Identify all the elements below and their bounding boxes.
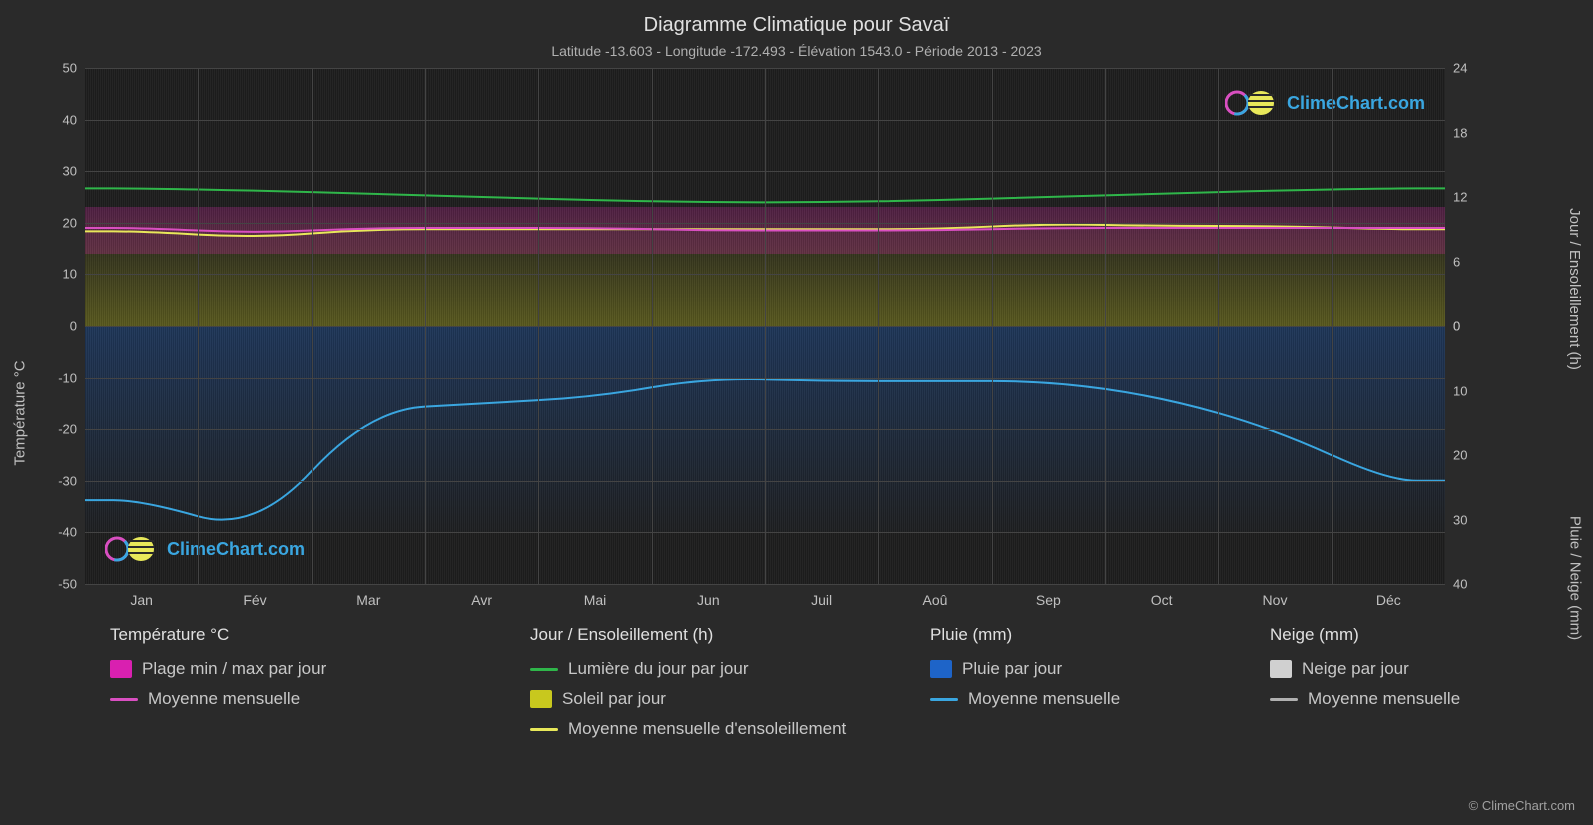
chart-title: Diagramme Climatique pour Savaï (0, 0, 1593, 37)
grid-line-vertical (1332, 68, 1333, 584)
legend-label: Moyenne mensuelle (968, 689, 1120, 709)
grid-line-vertical (652, 68, 653, 584)
y-tick-left: 40 (63, 112, 85, 127)
x-tick-month: Mai (584, 584, 607, 608)
brand-name: ClimeChart.com (1287, 93, 1425, 114)
x-tick-month: Nov (1263, 584, 1288, 608)
axis-label-right-bottom: Pluie / Neige (mm) (1567, 515, 1584, 639)
y-tick-left: 0 (70, 319, 85, 334)
x-tick-month: Mar (356, 584, 380, 608)
legend-item: Plage min / max par jour (110, 659, 470, 679)
legend-col-snow: Neige (mm) Neige par jour Moyenne mensuell… (1270, 625, 1530, 739)
x-tick-month: Juil (811, 584, 832, 608)
copyright: © ClimeChart.com (1469, 798, 1575, 813)
axis-label-left: Température °C (12, 360, 29, 465)
brand-logo-bottom: ClimeChart.com (105, 534, 305, 564)
x-tick-month: Jun (697, 584, 720, 608)
swatch-line-icon (930, 698, 958, 701)
y-tick-right-hours: 24 (1445, 61, 1467, 76)
brand-name: ClimeChart.com (167, 539, 305, 560)
y-tick-left: -20 (58, 422, 85, 437)
grid-line-vertical (1218, 68, 1219, 584)
legend-label: Pluie par jour (962, 659, 1062, 679)
legend-item: Soleil par jour (530, 689, 870, 709)
legend-item: Neige par jour (1270, 659, 1530, 679)
x-tick-month: Aoû (923, 584, 948, 608)
grid-line-vertical (878, 68, 879, 584)
y-tick-right-mm: 30 (1445, 512, 1467, 527)
grid-line-vertical (765, 68, 766, 584)
chart-plot-area: ClimeChart.com ClimeChart.com 5040302010… (85, 68, 1445, 584)
y-tick-right-hours: 18 (1445, 125, 1467, 140)
legend-label: Moyenne mensuelle (148, 689, 300, 709)
y-tick-right-mm: 0 (1445, 319, 1460, 334)
grid-line-vertical (425, 68, 426, 584)
x-tick-month: Sep (1036, 584, 1061, 608)
y-tick-right-mm: 10 (1445, 383, 1467, 398)
y-tick-right-hours: 12 (1445, 190, 1467, 205)
y-tick-left: 50 (63, 61, 85, 76)
axis-label-right-top: Jour / Ensoleillement (h) (1567, 208, 1584, 370)
legend-label: Plage min / max par jour (142, 659, 326, 679)
legend-item: Pluie par jour (930, 659, 1210, 679)
swatch-box-icon (1270, 660, 1292, 678)
legend-col-temperature: Température °C Plage min / max par jour Mo… (110, 625, 470, 739)
grid-line-horizontal (85, 584, 1445, 585)
legend-item: Moyenne mensuelle (110, 689, 470, 709)
y-tick-right-mm: 20 (1445, 448, 1467, 463)
legend: Température °C Plage min / max par jour Mo… (110, 625, 1553, 739)
grid-line-vertical (992, 68, 993, 584)
swatch-line-icon (1270, 698, 1298, 701)
legend-label: Moyenne mensuelle d'ensoleillement (568, 719, 846, 739)
swatch-line-icon (530, 668, 558, 671)
logo-icon (105, 534, 161, 564)
y-tick-left: -30 (58, 473, 85, 488)
grid-line-vertical (1105, 68, 1106, 584)
legend-item: Lumière du jour par jour (530, 659, 870, 679)
legend-item: Moyenne mensuelle (930, 689, 1210, 709)
legend-title: Jour / Ensoleillement (h) (530, 625, 870, 645)
legend-label: Soleil par jour (562, 689, 666, 709)
grid-line-vertical (312, 68, 313, 584)
legend-label: Neige par jour (1302, 659, 1409, 679)
legend-title: Température °C (110, 625, 470, 645)
y-tick-left: 10 (63, 267, 85, 282)
chart-container: Diagramme Climatique pour Savaï Latitude… (0, 0, 1593, 825)
brand-logo-top: ClimeChart.com (1225, 88, 1425, 118)
swatch-box-icon (530, 690, 552, 708)
legend-item: Moyenne mensuelle (1270, 689, 1530, 709)
legend-label: Lumière du jour par jour (568, 659, 748, 679)
y-tick-left: 20 (63, 215, 85, 230)
y-tick-left: 30 (63, 164, 85, 179)
legend-col-daylight: Jour / Ensoleillement (h) Lumière du jour… (530, 625, 870, 739)
grid-line-vertical (538, 68, 539, 584)
legend-label: Moyenne mensuelle (1308, 689, 1460, 709)
grid-line-vertical (198, 68, 199, 584)
swatch-line-icon (530, 728, 558, 731)
logo-icon (1225, 88, 1281, 118)
swatch-box-icon (110, 660, 132, 678)
y-tick-right-mm: 40 (1445, 577, 1467, 592)
swatch-line-icon (110, 698, 138, 701)
x-tick-month: Déc (1376, 584, 1401, 608)
y-tick-right-hours: 6 (1445, 254, 1460, 269)
legend-title: Neige (mm) (1270, 625, 1530, 645)
y-tick-left: -40 (58, 525, 85, 540)
chart-subtitle: Latitude -13.603 - Longitude -172.493 - … (0, 37, 1593, 59)
swatch-box-icon (930, 660, 952, 678)
legend-title: Pluie (mm) (930, 625, 1210, 645)
y-tick-left: -10 (58, 370, 85, 385)
x-tick-month: Oct (1151, 584, 1173, 608)
x-tick-month: Jan (130, 584, 153, 608)
legend-col-rain: Pluie (mm) Pluie par jour Moyenne mensuell… (930, 625, 1210, 739)
y-tick-left: -50 (58, 577, 85, 592)
legend-item: Moyenne mensuelle d'ensoleillement (530, 719, 870, 739)
x-tick-month: Fév (243, 584, 266, 608)
x-tick-month: Avr (471, 584, 492, 608)
